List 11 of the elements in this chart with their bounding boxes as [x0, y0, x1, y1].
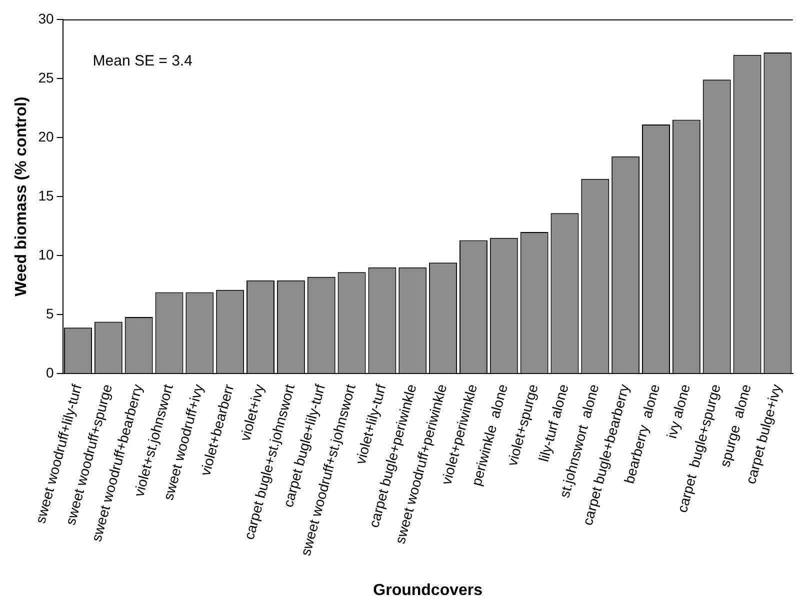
- y-tick-label: 0: [46, 364, 54, 381]
- annotation: Mean SE = 3.4: [92, 52, 192, 70]
- y-axis-title: Weed biomass (% control): [13, 96, 30, 296]
- x-tick-label: ivy alone: [663, 382, 694, 440]
- y-tick-label: 5: [46, 306, 54, 322]
- y-tick-label: 20: [38, 128, 54, 144]
- x-axis-title: Groundcovers: [373, 582, 483, 599]
- y-tick-label: 30: [38, 10, 54, 26]
- y-tick-label: 15: [38, 187, 54, 204]
- y-tick-label: 10: [38, 246, 54, 262]
- y-tick-label: 25: [38, 69, 54, 86]
